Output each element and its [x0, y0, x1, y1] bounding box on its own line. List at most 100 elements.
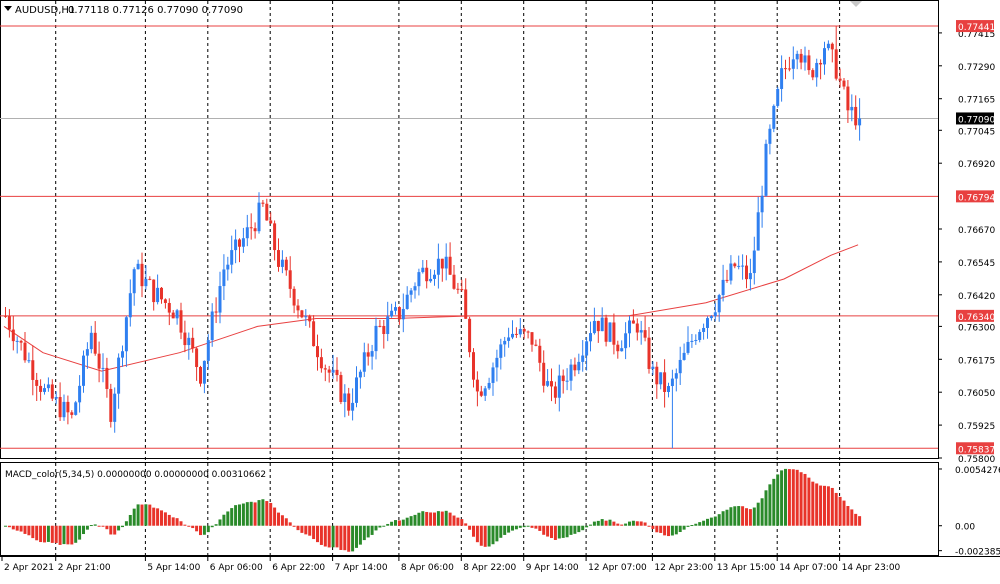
macd-bar — [343, 525, 347, 551]
macd-bar — [553, 525, 557, 540]
candle — [819, 59, 823, 80]
macd-bar — [191, 525, 195, 529]
candle — [163, 298, 167, 309]
candle-body — [826, 43, 830, 49]
macd-bar — [124, 521, 128, 526]
macd-bar — [858, 516, 862, 526]
candle-body — [561, 375, 565, 382]
macd-bar — [573, 525, 577, 534]
candle-body — [136, 263, 140, 270]
time-tick-label: 12 Apr 07:00 — [588, 563, 647, 573]
candle — [117, 353, 121, 409]
candle — [561, 369, 565, 394]
candle — [748, 258, 752, 291]
macd-bar — [850, 509, 854, 526]
macd-bar — [265, 501, 269, 526]
candle — [440, 258, 444, 282]
candle-body — [721, 279, 725, 296]
macd-bar — [347, 525, 351, 552]
candle — [269, 212, 273, 224]
macd-bar — [284, 518, 288, 526]
candle — [553, 381, 557, 404]
candle-body — [647, 337, 651, 369]
candle-body — [475, 379, 479, 392]
time-tick-label: 6 Apr 22:00 — [272, 563, 325, 573]
macd-bar — [171, 517, 175, 526]
macd-bar — [355, 525, 358, 548]
macd-bar — [74, 525, 78, 543]
candle — [195, 347, 199, 381]
horizontal-levels[interactable] — [0, 25, 938, 449]
candle-body — [401, 308, 405, 320]
macd-bar — [702, 520, 706, 526]
macd-bar — [253, 502, 257, 526]
macd-bar — [319, 525, 323, 545]
macd-bar — [436, 511, 440, 526]
candle — [620, 340, 624, 352]
candle-body — [713, 312, 717, 317]
candle-body — [436, 258, 440, 275]
candle — [826, 40, 830, 51]
macd-bar — [152, 507, 156, 526]
candle-body — [421, 267, 425, 273]
macd-bar — [651, 525, 655, 529]
candle-body — [191, 337, 195, 349]
candle — [655, 361, 659, 399]
candle-body — [160, 287, 163, 300]
candle — [596, 320, 600, 343]
macd-bar — [764, 490, 768, 526]
candle-body — [128, 293, 132, 318]
candle-body — [93, 332, 97, 354]
candle — [854, 95, 858, 130]
candle — [312, 315, 316, 347]
candle — [394, 301, 397, 315]
candle-body — [542, 362, 546, 386]
candle-body — [39, 385, 43, 392]
macd-bar — [218, 519, 222, 526]
candle — [628, 315, 631, 348]
candle-body — [850, 106, 854, 111]
candle-body — [339, 375, 343, 403]
macd-bar — [514, 525, 518, 530]
candle-body — [101, 367, 105, 369]
macd-bar — [534, 525, 538, 529]
chart-shift-marker-icon[interactable] — [850, 1, 862, 7]
candle — [795, 50, 799, 70]
time-tick-label: 9 Apr 14:00 — [526, 563, 579, 573]
macd-bar — [113, 525, 117, 535]
macd-bar — [245, 502, 249, 526]
time-tick-label: 14 Apr 23:00 — [842, 563, 901, 573]
candle-body — [764, 143, 768, 196]
candle-body — [581, 355, 585, 362]
candle — [452, 264, 456, 290]
price-tick-label: 0.77415 — [958, 30, 995, 40]
candle-body — [799, 53, 803, 63]
macd-bar — [409, 516, 413, 526]
candle — [682, 343, 686, 361]
symbol-header[interactable]: AUDUSD,H1 0.77118 0.77126 0.77090 0.7709… — [4, 5, 243, 16]
macd-bar — [737, 506, 741, 526]
candle-body — [390, 310, 394, 317]
macd-bar — [179, 521, 183, 526]
candle — [823, 41, 826, 75]
candle — [316, 334, 319, 371]
macd-bar — [670, 525, 674, 536]
candle — [815, 58, 819, 87]
macd-panel-frame — [0, 462, 939, 556]
macd-bar — [433, 512, 436, 526]
macd-bar — [823, 485, 826, 526]
macd-bar — [429, 512, 433, 526]
candle — [50, 379, 54, 402]
candle — [358, 369, 362, 389]
macd-bar — [538, 525, 542, 531]
macd-bar — [304, 525, 308, 535]
macd-bar — [713, 516, 717, 526]
macd-axis: 0.0054276 0.00 -0.002385 — [938, 466, 1000, 558]
dropdown-triangle-icon[interactable] — [4, 6, 12, 11]
candle-body — [74, 402, 78, 415]
candle — [542, 350, 546, 393]
candle-body — [148, 278, 152, 280]
candle — [674, 368, 678, 392]
